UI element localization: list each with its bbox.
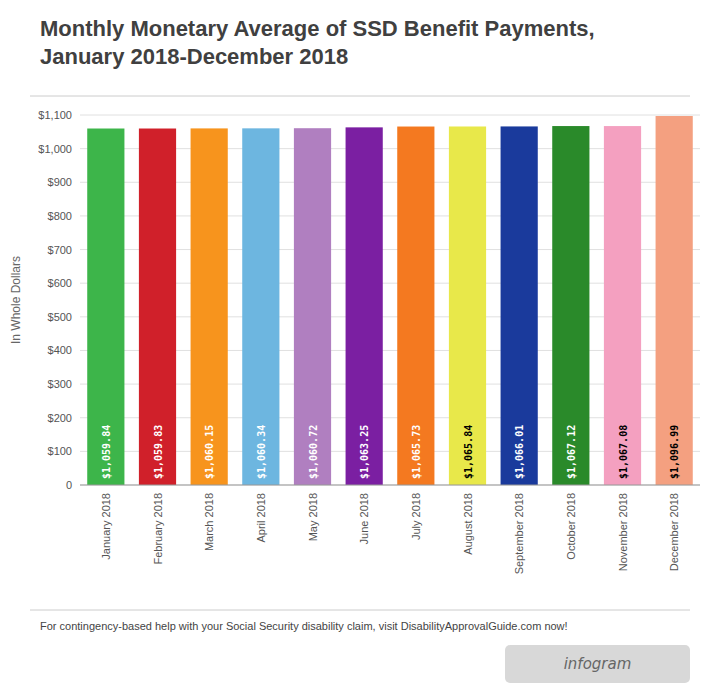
grid-line: [80, 485, 700, 486]
bar: [656, 116, 693, 485]
x-tick-label: August 2018: [462, 493, 474, 555]
data-label: $1,060.15: [204, 425, 215, 479]
y-tick-label: $800: [48, 210, 72, 222]
bar: [87, 129, 124, 485]
y-axis: 0 $100 $200 $300 $400 $500 $600 $700 $800 $900 $1,…: [38, 109, 700, 491]
y-tick-label: $100: [48, 445, 72, 457]
title-line: Monthly Monetary Average of SSD Benefit …: [40, 16, 595, 41]
data-label: $1,067.12: [566, 425, 577, 479]
y-tick-label: 0: [66, 479, 72, 491]
x-axis: January 2018 February 2018 March 2018 April…: [80, 485, 700, 574]
x-tick-label: July 2018: [410, 493, 422, 540]
y-tick-label: $900: [48, 176, 72, 188]
y-tick-label: $200: [48, 412, 72, 424]
x-tick-label: December 2018: [668, 493, 680, 571]
y-tick-label: $1,100: [38, 109, 72, 121]
data-label: $1,065.73: [411, 425, 422, 479]
bar: [449, 126, 486, 485]
separator: [30, 96, 690, 97]
x-tick-label: September 2018: [513, 493, 525, 574]
bar: [294, 128, 331, 485]
bar: [397, 127, 434, 485]
bar: [346, 127, 383, 485]
title: Monthly Monetary Average of SSD Benefit …: [40, 16, 595, 69]
footer-separator: [30, 610, 690, 611]
bar: [552, 126, 589, 485]
bar: [501, 126, 538, 485]
data-label: $1,065.84: [463, 425, 474, 479]
x-tick-label: May 2018: [307, 493, 319, 541]
x-tick-label: January 2018: [100, 493, 112, 560]
data-label: $1,067.08: [618, 425, 629, 479]
bars: [87, 116, 693, 485]
x-axis-line: [80, 485, 700, 486]
data-label: $1,060.34: [256, 425, 267, 479]
x-tick-label: March 2018: [203, 493, 215, 551]
bar: [191, 128, 228, 485]
badge-text: infogram: [564, 655, 632, 673]
title-line: January 2018-December 2018: [40, 44, 348, 69]
y-tick-label: $300: [48, 378, 72, 390]
data-labels: $1,059.84 $1,059.83 $1,060.15 $1,060.34 $1,0…: [101, 425, 680, 479]
y-axis-label: In Whole Dollars: [9, 256, 23, 344]
bar: [604, 126, 641, 485]
grid-line: [80, 115, 700, 116]
data-label: $1,063.25: [359, 425, 370, 479]
x-tick-label: April 2018: [255, 493, 267, 543]
data-label: $1,096.99: [669, 425, 680, 479]
bar: [139, 129, 176, 485]
x-tick-label: June 2018: [358, 493, 370, 544]
x-tick-label: February 2018: [152, 493, 164, 565]
data-label: $1,059.84: [101, 425, 112, 479]
data-label: $1,060.72: [308, 425, 319, 479]
badge: [505, 645, 690, 683]
data-label: $1,059.83: [153, 425, 164, 479]
y-tick-label: $500: [48, 311, 72, 323]
data-label: $1,066.01: [514, 425, 525, 479]
chart: Monthly Monetary Average of SSD Benefit …: [0, 0, 720, 699]
y-tick-label: $1,000: [38, 143, 72, 155]
x-tick-label: November 2018: [617, 493, 629, 571]
y-tick-label: $700: [48, 244, 72, 256]
footer: For contingency-based help with your Soc…: [40, 620, 568, 632]
x-tick-label: October 2018: [565, 493, 577, 560]
y-tick-label: $600: [48, 277, 72, 289]
y-tick-label: $400: [48, 344, 72, 356]
bar: [242, 128, 279, 485]
